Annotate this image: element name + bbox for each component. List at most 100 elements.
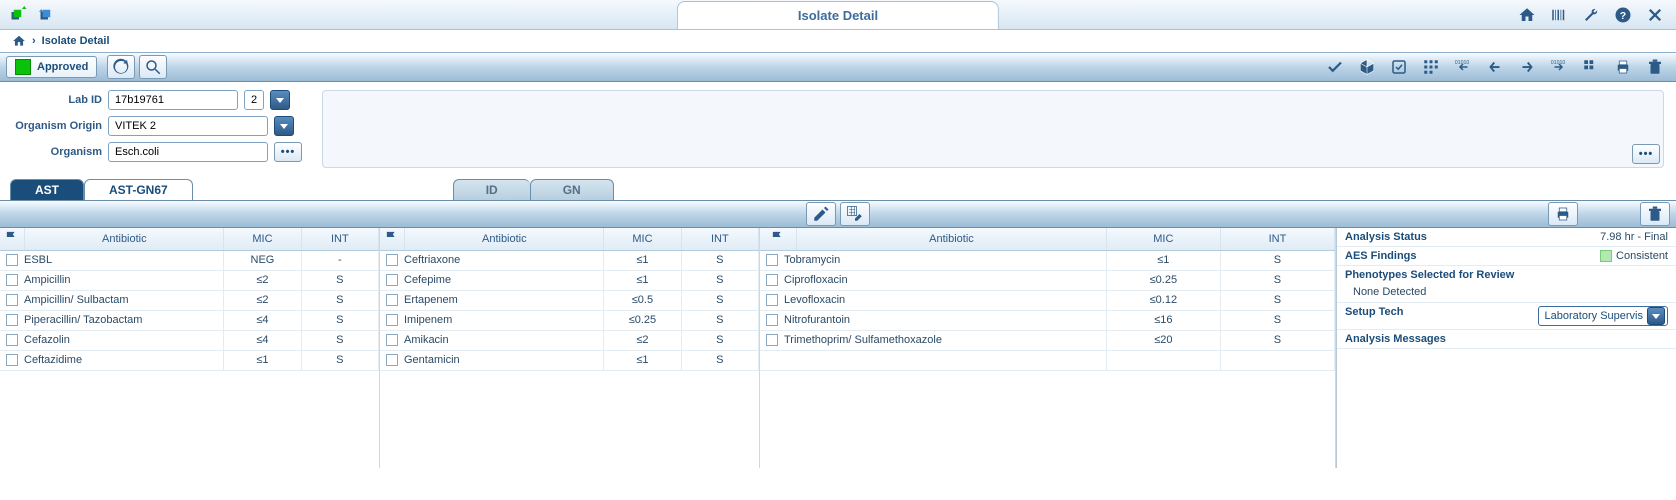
review-button[interactable] [1384,54,1414,80]
col-antibiotic[interactable]: Antibiotic [25,228,224,250]
col-antibiotic-3[interactable]: Antibiotic [797,228,1107,250]
row-checkbox[interactable] [6,274,18,286]
breadcrumb-home-icon[interactable] [12,34,26,48]
row-checkbox[interactable] [386,254,398,266]
prev-data-button[interactable]: 01010 [1448,54,1478,80]
table-row[interactable]: Cefazolin≤4S [0,330,379,350]
search-button[interactable] [139,55,167,79]
col-mic[interactable]: MIC [224,228,301,250]
breadcrumb-page[interactable]: Isolate Detail [42,35,110,47]
col-mic-2[interactable]: MIC [604,228,681,250]
row-checkbox[interactable] [6,354,18,366]
lab-id-input[interactable] [108,90,238,110]
lab-seq-input[interactable] [244,90,264,110]
antibiotic-cell: Cefazolin [0,330,224,350]
table-row[interactable]: Trimethoprim/ Sulfamethoxazole≤20S [760,330,1335,350]
notes-box[interactable] [322,90,1664,168]
table-row[interactable]: Gentamicin≤1S [380,350,759,370]
col-int-2[interactable]: INT [681,228,758,250]
flag-header-2[interactable] [380,228,405,250]
table-row[interactable]: ESBLNEG- [0,250,379,270]
wrench-icon[interactable] [1576,2,1606,28]
table-row[interactable]: Ampicillin≤2S [0,270,379,290]
row-checkbox[interactable] [6,294,18,306]
home-icon[interactable] [1512,2,1542,28]
prev-button[interactable] [1480,54,1510,80]
lab-id-label: Lab ID [12,94,102,106]
next-data-button[interactable]: 01010 [1544,54,1574,80]
table-row[interactable]: Cefepime≤1S [380,270,759,290]
row-checkbox[interactable] [386,354,398,366]
antibiotic-cell: Tobramycin [760,250,1106,270]
row-checkbox[interactable] [766,314,778,326]
trash-button[interactable] [1640,54,1670,80]
tab-gn[interactable]: GN [530,179,614,200]
row-checkbox[interactable] [766,254,778,266]
row-checkbox[interactable] [386,314,398,326]
check-button[interactable] [1320,54,1350,80]
row-checkbox[interactable] [766,294,778,306]
int-cell: S [301,310,378,330]
row-checkbox[interactable] [6,254,18,266]
table-row[interactable]: Imipenem≤0.25S [380,310,759,330]
tab-id[interactable]: ID [453,179,530,200]
edit-button[interactable] [806,202,836,226]
cube-button[interactable] [1352,54,1382,80]
col-int-3[interactable]: INT [1220,228,1334,250]
table-row[interactable]: Ciprofloxacin≤0.25S [760,270,1335,290]
row-checkbox[interactable] [386,334,398,346]
col-antibiotic-2[interactable]: Antibiotic [405,228,604,250]
phenotypes-label: Phenotypes Selected for Review [1345,269,1668,281]
row-checkbox[interactable] [386,294,398,306]
col-int[interactable]: INT [301,228,378,250]
help-icon[interactable]: ? [1608,2,1638,28]
refresh-button[interactable] [107,55,135,79]
flag-header[interactable] [0,228,25,250]
table-row[interactable]: Tobramycin≤1S [760,250,1335,270]
print-button[interactable] [1608,54,1638,80]
tabstrip: AST AST-GN67 ID GN [0,176,1676,200]
grid-button[interactable] [1416,54,1446,80]
table-row[interactable]: Ceftazidime≤1S [0,350,379,370]
table-row[interactable]: Amikacin≤2S [380,330,759,350]
row-checkbox[interactable] [766,274,778,286]
flag-header-3[interactable] [760,228,797,250]
setup-dropdown[interactable] [1647,307,1665,325]
sub-trash-button[interactable] [1640,202,1670,226]
next-button[interactable] [1512,54,1542,80]
row-checkbox[interactable] [766,334,778,346]
int-cell: S [1220,330,1334,350]
antibiotic-cell: Amikacin [380,330,604,350]
setup-select[interactable]: Laboratory Supervis [1538,306,1668,326]
lab-id-dropdown[interactable] [270,90,290,110]
tab-ast-card[interactable]: AST-GN67 [84,179,193,200]
nav-back-icon[interactable] [8,4,30,26]
organism-more-button[interactable]: ••• [274,142,302,162]
table-row[interactable]: Levofloxacin≤0.12S [760,290,1335,310]
breadcrumb-sep: › [32,35,36,47]
tab-ast[interactable]: AST [10,179,84,200]
page-title: Isolate Detail [798,8,878,23]
table-row[interactable]: Ertapenem≤0.5S [380,290,759,310]
origin-dropdown[interactable] [274,116,294,136]
row-checkbox[interactable] [6,334,18,346]
col-mic-3[interactable]: MIC [1106,228,1220,250]
grid-edit-button[interactable] [840,202,870,226]
antibiotic-cell: Gentamicin [380,350,604,370]
table-row[interactable]: Nitrofurantoin≤16S [760,310,1335,330]
notes-more-button[interactable]: ••• [1632,144,1660,164]
grid2-button[interactable] [1576,54,1606,80]
barcode-icon[interactable] [1544,2,1574,28]
table-row[interactable]: Ampicillin/ Sulbactam≤2S [0,290,379,310]
int-cell: - [301,250,378,270]
organism-input[interactable] [108,142,268,162]
findings-value: Consistent [1600,250,1668,262]
table-row[interactable]: Piperacillin/ Tazobactam≤4S [0,310,379,330]
row-checkbox[interactable] [386,274,398,286]
sub-print-button[interactable] [1548,202,1578,226]
origin-input[interactable] [108,116,268,136]
nav-forward-icon[interactable] [34,4,56,26]
row-checkbox[interactable] [6,314,18,326]
close-icon[interactable] [1640,2,1670,28]
table-row[interactable]: Ceftriaxone≤1S [380,250,759,270]
